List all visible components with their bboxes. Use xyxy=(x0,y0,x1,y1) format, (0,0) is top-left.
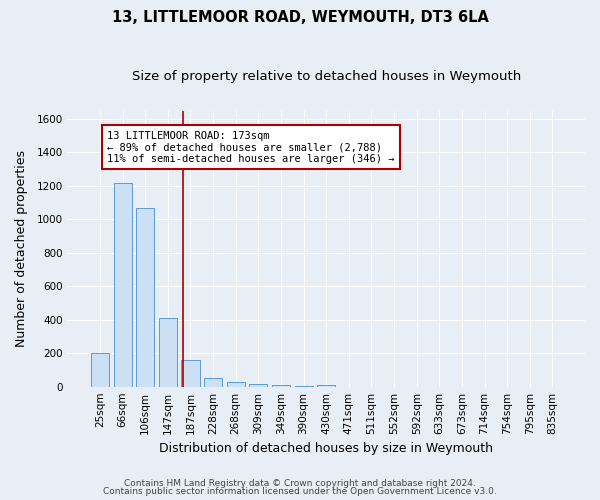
Bar xyxy=(136,208,154,386)
Bar xyxy=(227,382,245,386)
X-axis label: Distribution of detached houses by size in Weymouth: Distribution of detached houses by size … xyxy=(159,442,493,455)
Bar xyxy=(181,360,200,386)
Text: Contains HM Land Registry data © Crown copyright and database right 2024.: Contains HM Land Registry data © Crown c… xyxy=(124,478,476,488)
Bar xyxy=(317,385,335,386)
Text: 13, LITTLEMOOR ROAD, WEYMOUTH, DT3 6LA: 13, LITTLEMOOR ROAD, WEYMOUTH, DT3 6LA xyxy=(112,10,488,25)
Bar xyxy=(91,353,109,386)
Bar xyxy=(204,378,222,386)
Bar xyxy=(159,318,177,386)
Title: Size of property relative to detached houses in Weymouth: Size of property relative to detached ho… xyxy=(131,70,521,83)
Text: Contains public sector information licensed under the Open Government Licence v3: Contains public sector information licen… xyxy=(103,487,497,496)
Y-axis label: Number of detached properties: Number of detached properties xyxy=(15,150,28,347)
Bar xyxy=(272,385,290,386)
Text: 13 LITTLEMOOR ROAD: 173sqm
← 89% of detached houses are smaller (2,788)
11% of s: 13 LITTLEMOOR ROAD: 173sqm ← 89% of deta… xyxy=(107,130,394,164)
Bar xyxy=(113,182,131,386)
Bar xyxy=(250,384,268,386)
